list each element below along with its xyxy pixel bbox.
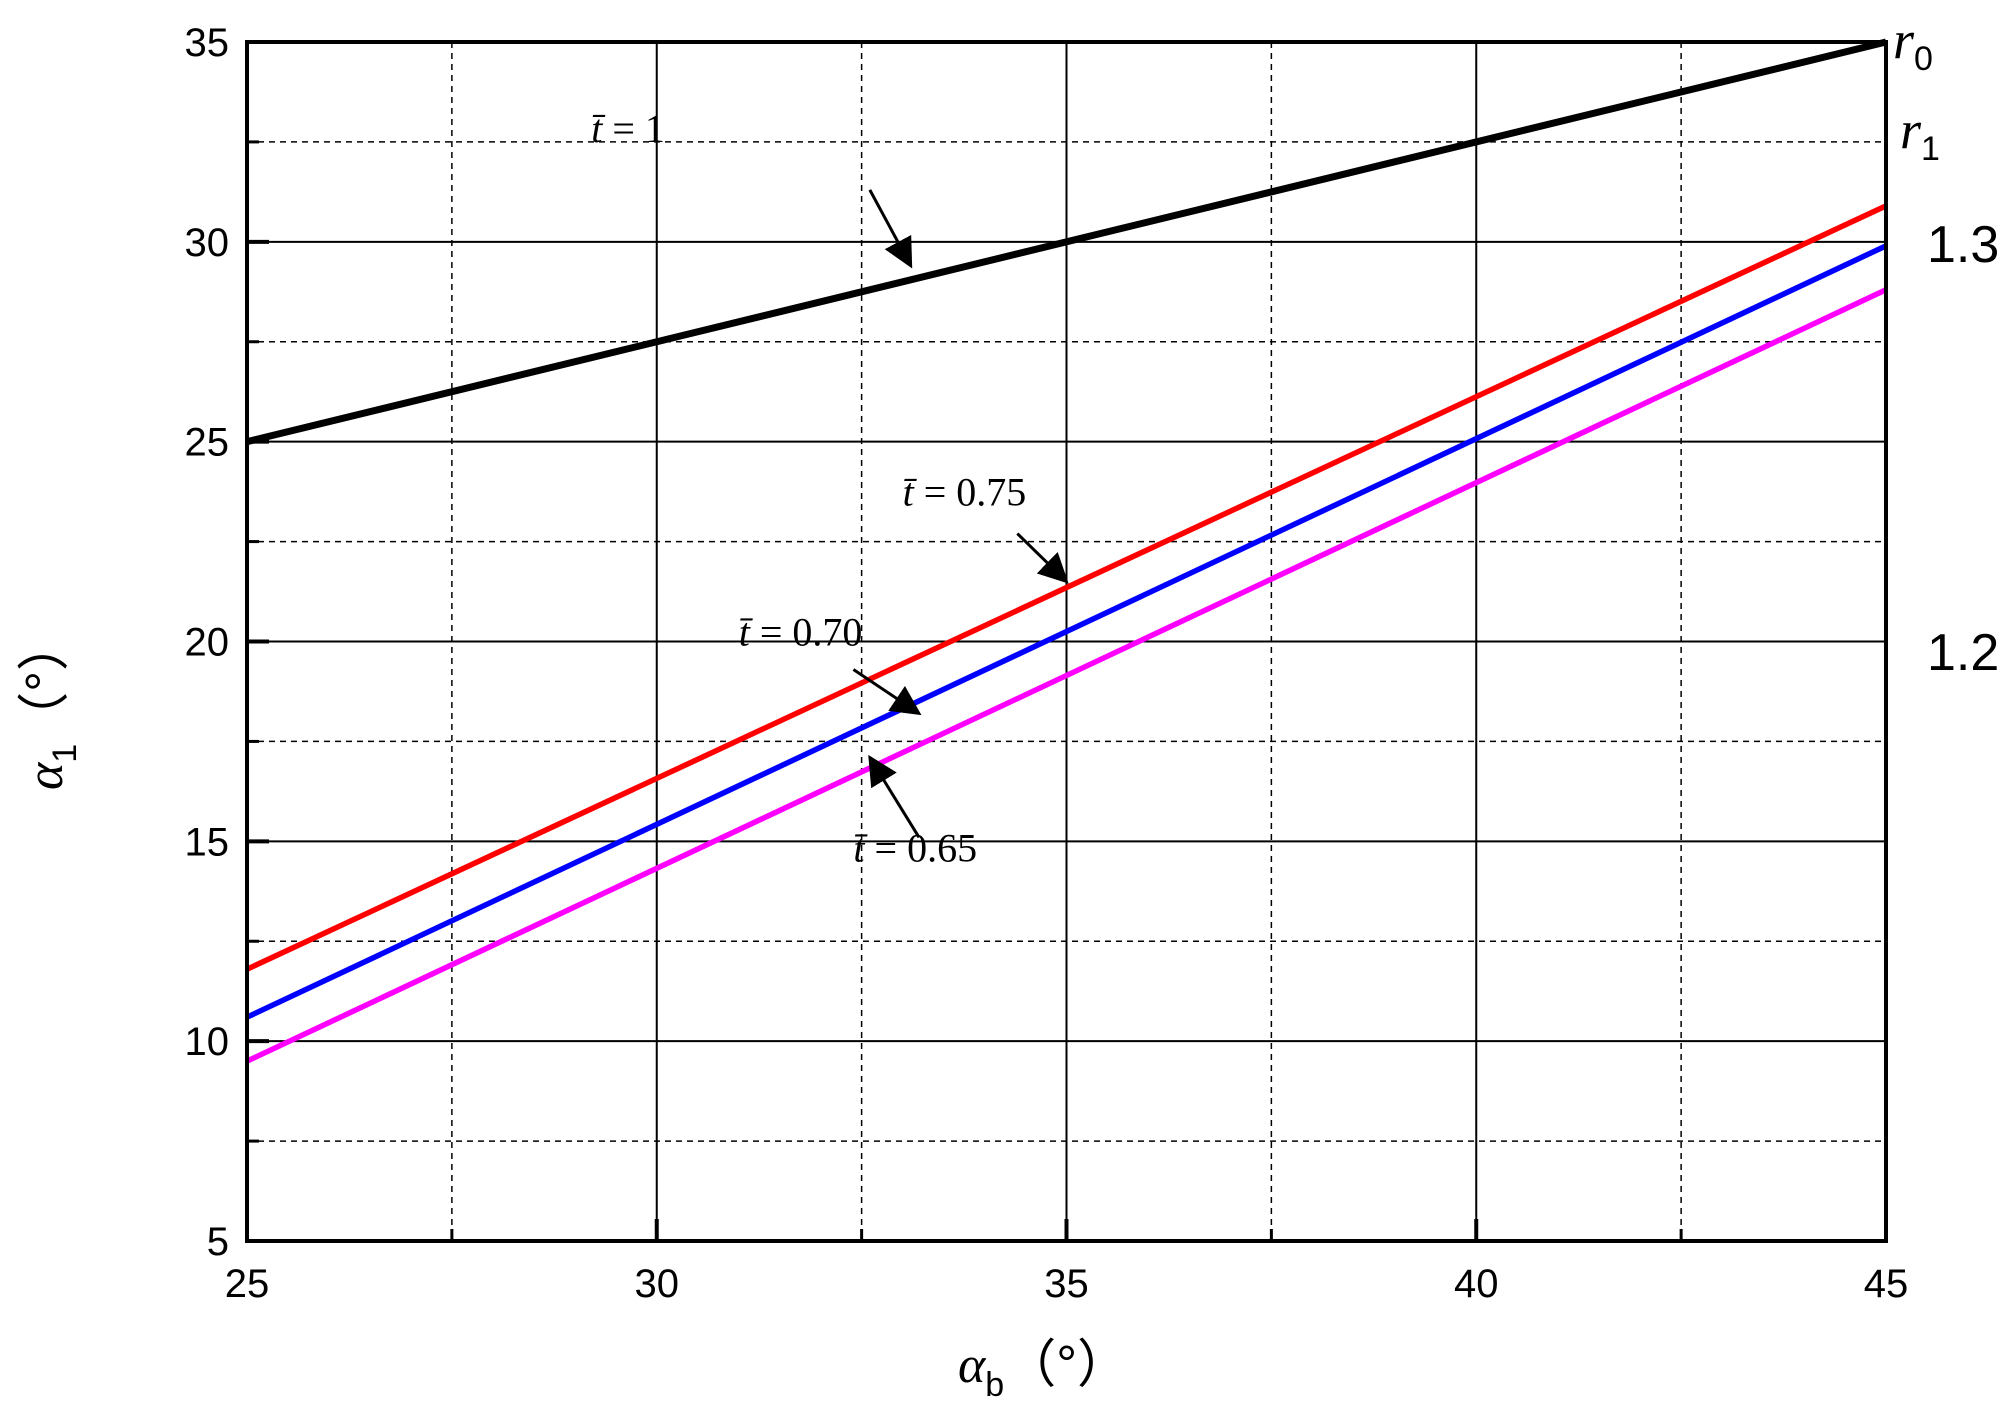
annotation-value: = 0.65 [875, 825, 978, 870]
y-tick-label: 5 [207, 1220, 229, 1264]
r0-subscript: 0 [1914, 40, 1933, 78]
y-tick-label: 20 [185, 621, 230, 665]
y-axis-subscript: 1 [46, 744, 84, 763]
y-tick-label: 10 [185, 1020, 230, 1064]
annotation-symbol: t̄ [739, 609, 753, 654]
annotation-arrow-2 [852, 668, 922, 716]
annotation-arrow-0 [868, 189, 913, 269]
series-line-2 [245, 243, 1888, 1020]
x-tick-label: 25 [225, 1262, 270, 1306]
series-line-1 [245, 203, 1888, 972]
series-layer [245, 38, 1888, 1064]
right-label-1-2: 1.2 [1927, 624, 1999, 682]
tick-labels: 25 30 35 40 45 5 10 15 20 25 30 35 [185, 21, 1909, 1306]
annotation-label-0: t̄ = 1 [591, 106, 665, 151]
x-tick-label: 35 [1044, 1262, 1089, 1306]
y-axis-title: α1（°） [16, 619, 84, 790]
y-tick-label: 25 [185, 421, 230, 465]
right-label-r1: r1 [1900, 100, 1940, 168]
y-tick-label: 30 [185, 221, 230, 265]
y-axis-unit: （°） [16, 619, 74, 744]
series-line-3 [245, 287, 1888, 1064]
annotation-arrow-1 [1016, 532, 1069, 584]
annotation-label-1: t̄ = 0.75 [903, 470, 1027, 515]
annotation-symbol: t̄ [853, 825, 867, 870]
y-tick-label: 15 [185, 820, 230, 864]
y-axis-symbol: α [17, 761, 74, 790]
annotations: t̄ = 1t̄ = 0.75t̄ = 0.70t̄ = 0.65 [591, 106, 1069, 870]
x-tick-label: 30 [635, 1262, 680, 1306]
axis-ticks [245, 40, 1888, 1243]
right-label-1-3: 1.3 [1927, 216, 1999, 274]
x-axis-subscript: b [985, 1366, 1004, 1404]
major-grid [246, 41, 1887, 1242]
annotation-symbol: t̄ [903, 470, 917, 515]
x-tick-label: 45 [1864, 1262, 1909, 1306]
r0-symbol: r [1893, 10, 1915, 70]
series-line-0 [246, 38, 1887, 446]
y-tick-label: 35 [185, 21, 230, 65]
annotation-value: = 1 [612, 106, 665, 151]
annotation-label-3: t̄ = 0.65 [853, 825, 977, 870]
x-axis-title: αb（°） [958, 1336, 1129, 1404]
annotation-symbol: t̄ [591, 106, 605, 151]
r1-symbol: r [1900, 100, 1922, 160]
x-axis-symbol: α [958, 1337, 987, 1394]
annotation-label-2: t̄ = 0.70 [739, 609, 863, 654]
annotation-value: = 0.75 [924, 470, 1027, 515]
r1-subscript: 1 [1921, 130, 1940, 168]
annotation-value: = 0.70 [760, 609, 863, 654]
x-tick-label: 40 [1454, 1262, 1499, 1306]
x-axis-unit: （°） [1004, 1336, 1129, 1394]
right-label-r0: r0 [1893, 10, 1933, 78]
annotation-arrow-3 [868, 754, 921, 839]
